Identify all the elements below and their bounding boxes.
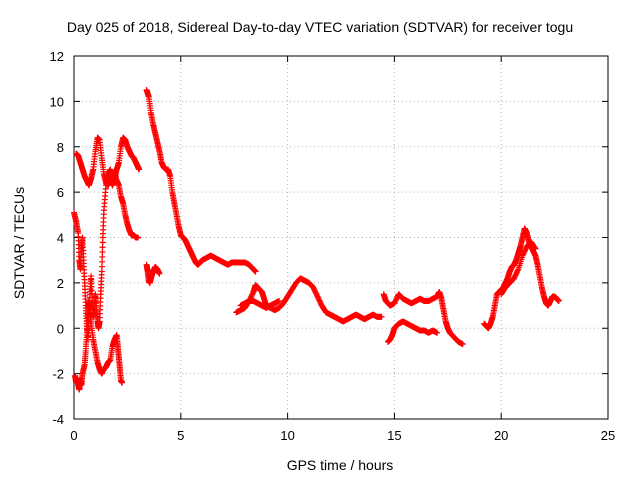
- data-point: [531, 244, 538, 251]
- x-tick-label: 15: [387, 428, 401, 443]
- y-tick-label: 0: [57, 321, 64, 336]
- y-tick-label: 8: [57, 140, 64, 155]
- y-tick-label: -2: [52, 367, 64, 382]
- y-tick-label: -4: [52, 412, 64, 427]
- data-point: [378, 313, 385, 320]
- y-tick-label: 4: [57, 231, 64, 246]
- x-tick-label: 5: [177, 428, 184, 443]
- data-point: [555, 298, 562, 305]
- x-axis-label: GPS time / hours: [286, 457, 394, 473]
- y-tick-label: 10: [50, 94, 64, 109]
- y-tick-label: 12: [50, 49, 64, 64]
- data-point: [136, 166, 143, 173]
- x-tick-label: 25: [601, 428, 615, 443]
- x-tick-label: 0: [70, 428, 77, 443]
- data-point: [135, 234, 142, 241]
- x-tick-label: 10: [280, 428, 294, 443]
- chart-title: Day 025 of 2018, Sidereal Day-to-day VTE…: [66, 19, 574, 35]
- data-point: [514, 267, 521, 274]
- data-point: [119, 379, 126, 386]
- x-tick-label: 20: [494, 428, 508, 443]
- y-tick-label: 6: [57, 185, 64, 200]
- data-point: [532, 245, 539, 252]
- data-point: [252, 268, 259, 275]
- data-point: [276, 298, 283, 305]
- y-tick-label: 2: [57, 276, 64, 291]
- data-point: [434, 329, 441, 336]
- data-point: [156, 270, 163, 277]
- data-point: [459, 341, 466, 348]
